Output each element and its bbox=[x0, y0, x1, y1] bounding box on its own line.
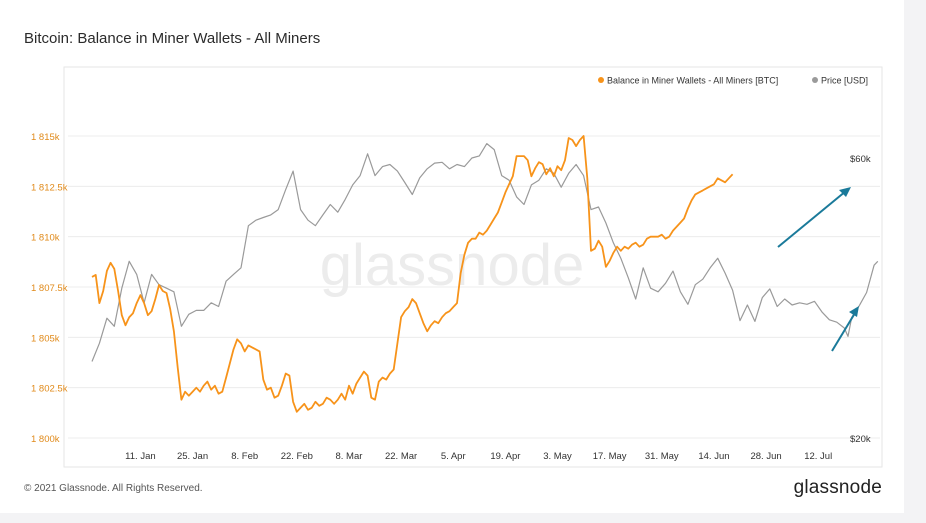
legend-label-balance: Balance in Miner Wallets - All Miners [B… bbox=[607, 76, 778, 86]
legend-swatch-balance bbox=[598, 77, 604, 83]
x-tick-label: 3. May bbox=[543, 451, 572, 462]
left-tick-label: 1 802.5k bbox=[31, 384, 68, 395]
trend-arrow-icon bbox=[777, 187, 851, 248]
x-tick-label: 11. Jan bbox=[125, 451, 155, 462]
copyright-text: © 2021 Glassnode. All Rights Reserved. bbox=[24, 483, 203, 494]
chart-card: Bitcoin: Balance in Miner Wallets - All … bbox=[0, 0, 904, 513]
brand-logo[interactable]: glassnode bbox=[793, 477, 882, 498]
x-tick-label: 8. Mar bbox=[335, 451, 362, 462]
series-group bbox=[91, 135, 879, 413]
watermark: glassnode bbox=[320, 233, 584, 298]
x-tick-label: 22. Mar bbox=[385, 451, 417, 462]
x-tick-label: 28. Jun bbox=[750, 451, 781, 462]
annotation-arrows bbox=[777, 187, 859, 352]
left-tick-label: 1 805k bbox=[31, 333, 60, 344]
left-tick-label: 1 812.5k bbox=[31, 182, 68, 193]
right-tick-label: $20k bbox=[850, 434, 871, 445]
x-tick-label: 8. Feb bbox=[231, 451, 258, 462]
x-tick-label: 19. Apr bbox=[490, 451, 520, 462]
left-tick-label: 1 807.5k bbox=[31, 283, 68, 294]
x-tick-label: 17. May bbox=[593, 451, 627, 462]
grid-lines bbox=[68, 135, 880, 439]
trend-arrow-icon bbox=[831, 306, 859, 352]
x-tick-label: 14. Jun bbox=[698, 451, 729, 462]
x-tick-label: 12. Jul bbox=[804, 451, 832, 462]
x-tick-label: 22. Feb bbox=[281, 451, 313, 462]
left-axis: 1 800k 1 802.5k 1 805k 1 807.5k 1 810k 1 812.… bbox=[31, 132, 68, 445]
x-tick-label: 25. Jan bbox=[177, 451, 208, 462]
left-tick-label: 1 815k bbox=[31, 132, 60, 143]
right-axis: $20k $60k bbox=[850, 154, 871, 445]
chart-title: Bitcoin: Balance in Miner Wallets - All … bbox=[24, 30, 321, 47]
legend: Balance in Miner Wallets - All Miners [B… bbox=[598, 76, 868, 86]
left-tick-label: 1 800k bbox=[31, 434, 60, 445]
x-tick-label: 5. Apr bbox=[441, 451, 466, 462]
balance-series-line bbox=[91, 135, 734, 413]
price-series-line bbox=[91, 143, 879, 362]
x-tick-label: 31. May bbox=[645, 451, 679, 462]
plot-frame bbox=[63, 66, 883, 468]
right-tick-label: $60k bbox=[850, 154, 871, 165]
left-tick-label: 1 810k bbox=[31, 233, 60, 244]
x-axis: 11. Jan 25. Jan 8. Feb 22. Feb 8. Mar 22. Mar… bbox=[125, 451, 832, 462]
legend-label-price: Price [USD] bbox=[821, 76, 868, 86]
legend-swatch-price bbox=[812, 77, 818, 83]
